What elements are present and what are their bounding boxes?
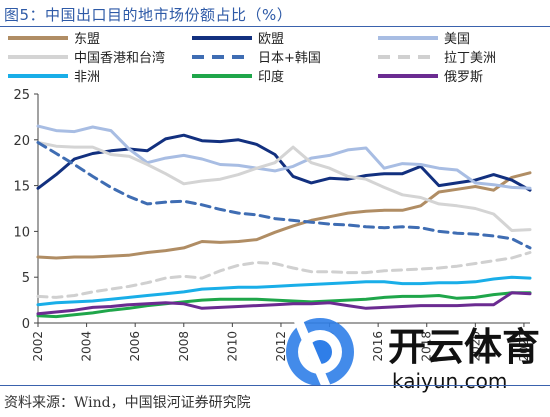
series-line-3 <box>36 141 532 232</box>
y-tick-label: 25 <box>13 88 30 103</box>
chart-plot-area <box>36 124 532 319</box>
watermark-logo: 开云体育 kaiyun.com <box>286 318 540 393</box>
legend-label-8: 俄罗斯 <box>444 70 483 85</box>
watermark-url: kaiyun.com <box>392 369 507 393</box>
x-tick-label: 2020 <box>468 331 482 362</box>
watermark-brand: 开云体育 <box>388 325 540 369</box>
x-tick-label: 2010 <box>225 331 239 362</box>
legend-label-4: 日本+韩国 <box>258 51 321 66</box>
x-tick-label: 2012 <box>274 331 288 362</box>
series-line-5 <box>36 251 532 299</box>
x-tick-label: 2008 <box>177 331 191 362</box>
title-rule <box>0 26 550 27</box>
source-note: 资料来源：Wind，中国银河证券研究院 <box>4 395 251 411</box>
x-tick-label: 2016 <box>371 331 385 362</box>
series-line-0 <box>36 171 532 260</box>
x-tick-label: 2022 <box>517 331 531 362</box>
x-tick-label: 2004 <box>80 331 94 362</box>
series-line-8 <box>36 291 532 316</box>
series-line-1 <box>36 133 532 192</box>
legend-label-6: 非洲 <box>74 70 100 85</box>
legend-label-0: 东盟 <box>74 32 100 47</box>
legend-label-2: 美国 <box>444 32 470 47</box>
chart-axes: 0510152025200220042006200820102012201420… <box>13 88 530 362</box>
figure-title: 图5：中国出口目的地市场份额占比（%） <box>4 6 293 24</box>
legend-label-3: 中国香港和台湾 <box>74 50 165 66</box>
y-tick-label: 15 <box>13 180 30 195</box>
x-tick-label: 2002 <box>31 331 45 362</box>
series-line-7 <box>36 291 532 319</box>
y-tick-label: 0 <box>22 317 30 332</box>
legend-label-1: 欧盟 <box>258 32 284 47</box>
x-tick-label: 2018 <box>420 331 434 362</box>
x-tick-label: 2006 <box>128 331 142 362</box>
series-line-6 <box>36 275 532 307</box>
y-tick-label: 10 <box>13 225 30 240</box>
source-rule <box>0 385 550 386</box>
y-tick-label: 5 <box>22 271 30 286</box>
y-tick-label: 20 <box>13 134 30 149</box>
legend-label-7: 印度 <box>258 69 284 85</box>
series-line-2 <box>36 124 532 190</box>
series-line-4 <box>36 141 532 250</box>
legend-label-5: 拉丁美洲 <box>444 51 496 66</box>
